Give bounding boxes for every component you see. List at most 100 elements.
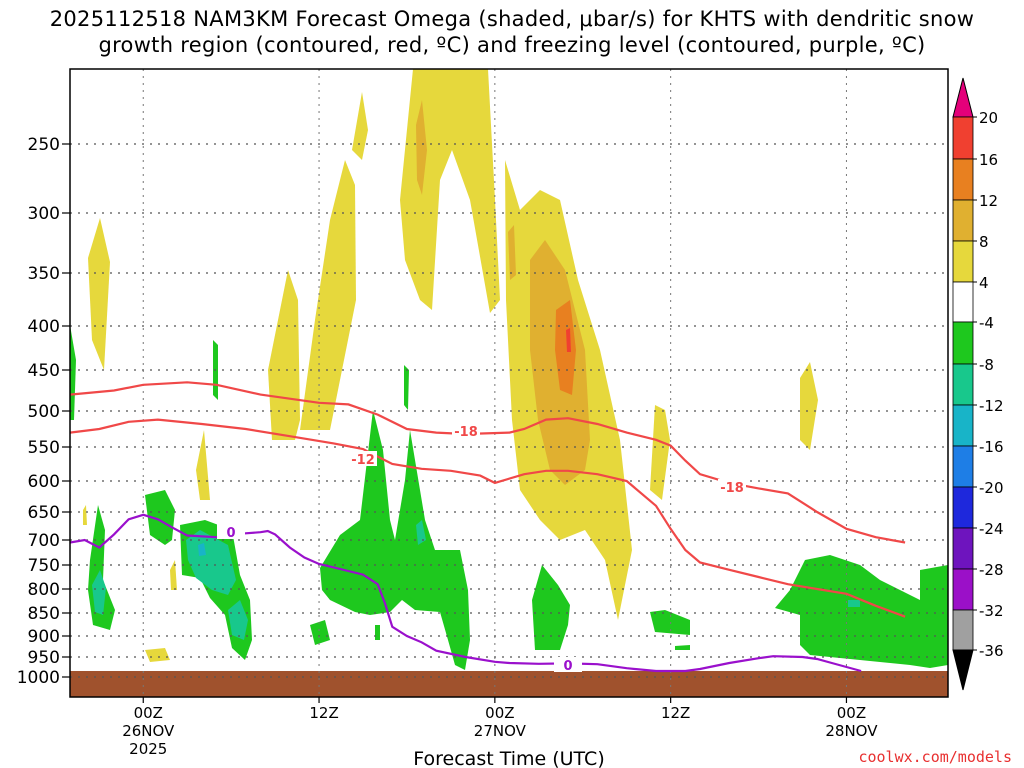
downward-omega-region xyxy=(310,620,330,645)
colorbar-label: 20 xyxy=(979,109,998,127)
x-tick-label: 00Z xyxy=(134,704,163,722)
x-tick-label: 26NOV xyxy=(122,722,175,740)
contour-label-minus18: -18 xyxy=(454,425,478,440)
contour-label-minus18-bg xyxy=(452,423,480,438)
ground-fill xyxy=(70,671,948,697)
contour-label-minus12: -12 xyxy=(351,453,375,468)
colorbar-swatch xyxy=(952,199,974,242)
colorbar-label: 12 xyxy=(979,192,998,210)
downward-omega-region xyxy=(650,610,690,635)
y-tick-label: 750 xyxy=(28,556,60,576)
colorbar-swatch xyxy=(952,486,974,529)
colorbar-upper-arrow xyxy=(952,77,974,118)
colorbar-label: 8 xyxy=(979,233,989,251)
colorbar-label: -20 xyxy=(979,479,1004,497)
downward-omega-region-8 xyxy=(848,600,860,607)
plot-border xyxy=(69,68,949,698)
colorbar-swatch xyxy=(952,240,974,283)
upward-omega-region-12 xyxy=(555,300,576,395)
downward-omega-region xyxy=(70,325,76,420)
y-tick-label: 850 xyxy=(28,604,60,624)
colorbar-swatch xyxy=(952,609,974,651)
y-tick-label: 400 xyxy=(28,317,60,337)
colorbar-lower-arrow xyxy=(952,649,974,691)
x-tick-label: 00Z xyxy=(837,704,866,722)
x-tick-label: 00Z xyxy=(485,704,514,722)
contour-label-zero: 0 xyxy=(226,526,235,541)
colorbar-label: -28 xyxy=(979,561,1004,579)
colorbar: 20 16 12 8 4 -4 -8 -12 -16 -20 -24 -28 -32 -36 xyxy=(952,77,1004,691)
upward-omega-region xyxy=(800,362,818,450)
x-tick-label: 12Z xyxy=(309,704,338,722)
colorbar-swatch xyxy=(952,404,974,447)
downward-omega-region xyxy=(532,565,570,650)
contour-label-minus18: -18 xyxy=(720,481,744,496)
downward-omega-region-8 xyxy=(228,600,248,640)
downward-omega-region-12 xyxy=(198,543,206,556)
colorbar-label: -4 xyxy=(979,314,994,332)
contour-label-zero-bg xyxy=(217,524,245,539)
colorbar-label: -8 xyxy=(979,356,994,374)
y-tick-label: 250 xyxy=(28,135,60,155)
downward-omega-region xyxy=(675,645,690,650)
y-tick-label: 900 xyxy=(28,627,60,647)
omega-shading-layer xyxy=(70,69,948,670)
contour-label-zero: 0 xyxy=(563,659,572,674)
colorbar-swatch xyxy=(952,321,974,365)
downward-omega-region xyxy=(775,555,948,668)
y-tick-label: 500 xyxy=(28,402,60,422)
y-tick-label: 350 xyxy=(28,264,60,284)
x-tick-label: 27NOV xyxy=(474,722,527,740)
downward-omega-region xyxy=(404,365,409,410)
y-tick-label: 800 xyxy=(28,580,60,600)
ground-layer xyxy=(70,671,948,697)
dgz-contour-minus12 xyxy=(69,418,906,618)
freezing-level-contour xyxy=(69,513,862,673)
y-tick-label: 300 xyxy=(28,204,60,224)
colorbar-label: -36 xyxy=(979,642,1004,660)
plot-frame xyxy=(69,68,949,698)
x-axis-label: Forecast Time (UTC) xyxy=(413,748,604,768)
colorbar-swatch xyxy=(952,281,974,323)
upward-omega-region xyxy=(83,505,87,525)
y-tick-label: 600 xyxy=(28,472,60,492)
colorbar-swatch xyxy=(952,568,974,611)
contour-label-zero-bg xyxy=(554,657,582,672)
credit-text: coolwx.com/models xyxy=(858,748,1012,766)
colorbar-swatch xyxy=(952,445,974,488)
upward-omega-region xyxy=(145,648,170,662)
upward-omega-region xyxy=(300,160,356,430)
upward-omega-region xyxy=(400,69,500,313)
downward-omega-region-8 xyxy=(92,570,106,615)
chart-title-line-2: growth region (contoured, red, ºC) and f… xyxy=(98,33,926,57)
colorbar-label: 4 xyxy=(979,274,989,292)
colorbar-label: -32 xyxy=(979,602,1004,620)
downward-omega-region xyxy=(320,410,470,670)
contour-label-minus12-bg xyxy=(349,451,377,466)
axes-layer: 2503003504004505005506006507007508008509… xyxy=(17,135,1012,768)
colorbar-swatch xyxy=(952,363,974,406)
y-tick-label: 550 xyxy=(28,438,60,458)
upward-omega-region xyxy=(650,405,670,500)
dgz-contour-minus18 xyxy=(69,381,906,544)
x-tick-label: 28NOV xyxy=(825,722,878,740)
contours-layer: -18 -18 -12 0 0 xyxy=(69,381,906,674)
x-tick-label: 12Z xyxy=(661,704,690,722)
y-tick-label: 1000 xyxy=(17,668,60,688)
upward-omega-region xyxy=(352,92,368,160)
upward-omega-region xyxy=(268,270,300,440)
upward-omega-region-8 xyxy=(416,100,427,195)
colorbar-swatch xyxy=(952,527,974,570)
upward-omega-region xyxy=(196,430,210,500)
contour-label-minus18-bg xyxy=(718,479,746,494)
colorbar-swatch xyxy=(952,158,974,201)
colorbar-label: 16 xyxy=(979,151,998,169)
colorbar-label: -16 xyxy=(979,438,1004,456)
upward-omega-region-8 xyxy=(508,225,516,280)
y-tick-label: 450 xyxy=(28,361,60,381)
chart-title-line-1: 2025112518 NAM3KM Forecast Omega (shaded… xyxy=(49,7,975,31)
downward-omega-region xyxy=(375,625,380,640)
upward-omega-region xyxy=(88,218,110,370)
y-tick-label: 700 xyxy=(28,531,60,551)
colorbar-swatch xyxy=(952,116,974,160)
